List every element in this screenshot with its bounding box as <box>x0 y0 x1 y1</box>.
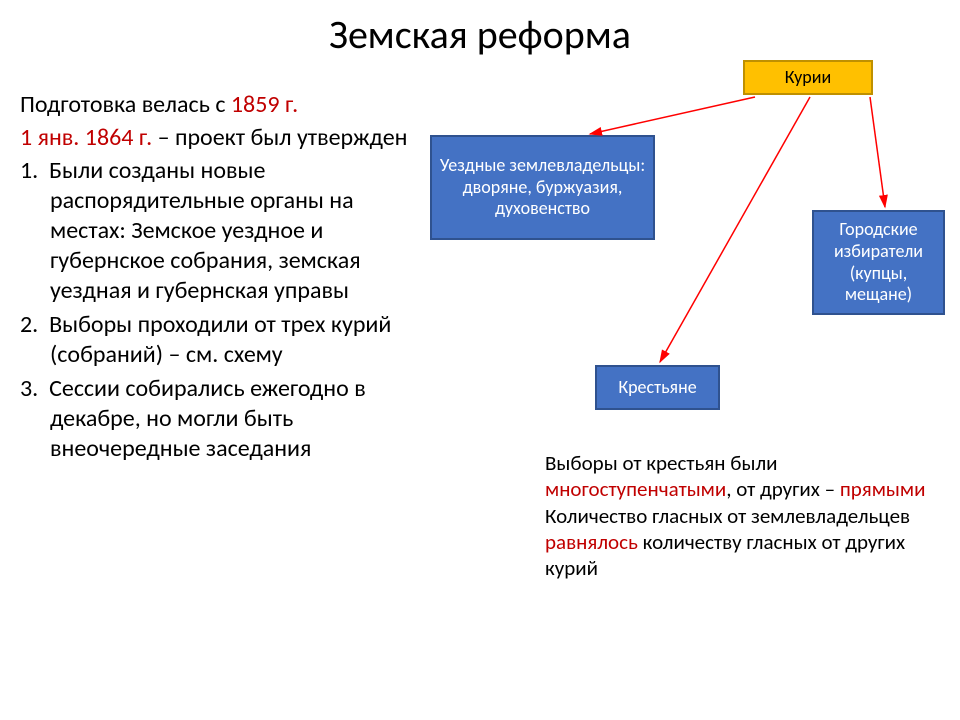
list-num-1: 1. <box>20 156 38 185</box>
slide-title: Земская реформа <box>0 10 960 59</box>
arrow-to-peasants <box>660 97 810 362</box>
intro-2b: – проект был утвержден <box>152 123 407 152</box>
box-kurii: Курии <box>743 60 873 95</box>
box-city: Городские избиратели (купцы, мещане) <box>812 210 945 315</box>
intro-1b: 1859 г. <box>231 90 298 119</box>
intro-2a: 1 янв. 1864 г. <box>20 123 152 152</box>
intro-line-2: 1 янв. 1864 г. – проект был утвержден <box>20 123 430 152</box>
box-peasants: Крестьяне <box>595 365 720 410</box>
intro-1a: Подготовка велась с <box>20 90 231 119</box>
list-text-3: Сессии собирались ежегодно в декабре, но… <box>44 374 366 463</box>
list-item-3: 3. Сессии собирались ежегодно в декабре,… <box>20 374 430 464</box>
list-num-2: 2. <box>20 310 38 339</box>
intro-line-1: Подготовка велась с 1859 г. <box>20 90 430 119</box>
list-text-1: Были созданы новые распорядительные орга… <box>49 156 360 305</box>
bt6: равнялось <box>545 529 638 555</box>
bt4: прямыми <box>840 476 926 502</box>
list-item-1: 1. Были созданы новые распорядительные о… <box>20 156 430 306</box>
bottom-text: Выборы от крестьян были многоступенчатым… <box>545 450 940 581</box>
arrow-to-city <box>870 97 885 207</box>
list-text-2: Выборы проходили от трех курий (собраний… <box>49 310 391 369</box>
box-landowners: Уездные землевладельцы: дворяне, буржуаз… <box>430 135 655 240</box>
bt2: многоступенчатыми <box>545 476 726 502</box>
bt5: Количество гласных от землевладельцев <box>545 503 910 529</box>
arrow-to-landowners <box>590 97 755 134</box>
list-item-2: 2. Выборы проходили от трех курий (собра… <box>20 310 430 370</box>
list-num-3: 3. <box>20 374 38 403</box>
bt3: , от других – <box>726 476 840 502</box>
left-column: Подготовка велась с 1859 г. 1 янв. 1864 … <box>20 90 430 468</box>
bt1: Выборы от крестьян были <box>545 450 778 476</box>
